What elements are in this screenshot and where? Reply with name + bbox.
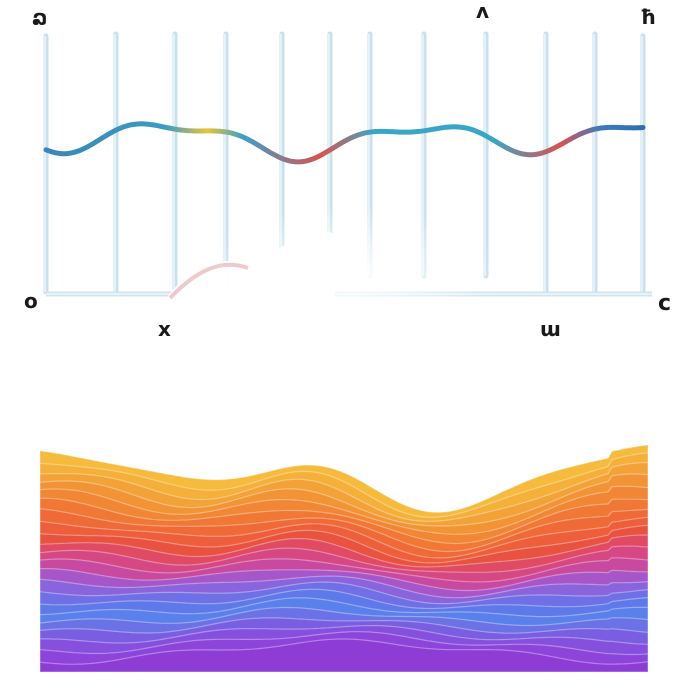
upper-wave-line — [43, 121, 646, 165]
layered-wave-bands — [39, 444, 649, 673]
glyph-axis-right: c — [658, 291, 671, 316]
smudge-overlay — [165, 205, 500, 345]
glyph-axis-left: o — [24, 289, 38, 313]
glyph-top-mid: ʌ — [476, 0, 489, 23]
wave-band-layer — [39, 638, 649, 673]
glyph-top-right: ħ — [640, 5, 656, 29]
glyph-below-right: ɯ — [540, 317, 561, 341]
glyph-below-left: x — [158, 317, 171, 341]
glyph-top-left: ລ — [32, 5, 47, 29]
